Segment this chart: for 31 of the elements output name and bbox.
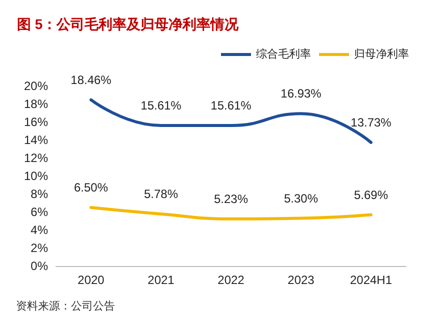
data-label: 16.93% [280,86,322,101]
legend-label: 综合毛利率 [256,48,311,60]
legend-label: 归母净利率 [354,48,409,60]
y-tick-label: 10% [24,169,48,183]
x-tick-label: 2021 [148,273,175,287]
data-label: 5.23% [214,192,248,206]
y-tick-label: 20% [24,79,48,93]
y-tick-label: 16% [24,115,48,129]
data-label: 18.46% [70,72,112,87]
y-tick-label: 18% [24,97,48,111]
x-tick-label: 2024H1 [350,273,392,287]
data-label: 5.69% [354,188,388,202]
x-tick-label: 2022 [218,273,245,287]
data-label: 6.50% [74,180,108,194]
x-tick-label: 2020 [78,273,105,287]
x-tick-label: 2023 [288,273,315,287]
data-label: 15.61% [140,98,182,113]
text: 资料来源：公司公告 [16,300,115,312]
data-label: 15.61% [210,98,252,113]
data-label: 5.78% [144,186,178,201]
y-tick-label: 2% [30,241,48,255]
y-tick-label: 4% [30,223,48,237]
y-tick-label: 8% [30,187,48,201]
y-tick-label: 0% [30,259,48,273]
data-label: 5.30% [284,191,318,206]
chart-title: 图 5：公司毛利率及归母净利率情况 [17,16,240,32]
y-tick-label: 12% [24,151,48,165]
line-series [90,206,372,220]
y-tick-label: 14% [24,133,48,147]
y-tick-label: 6% [30,205,48,219]
data-label: 13.73% [350,115,392,130]
